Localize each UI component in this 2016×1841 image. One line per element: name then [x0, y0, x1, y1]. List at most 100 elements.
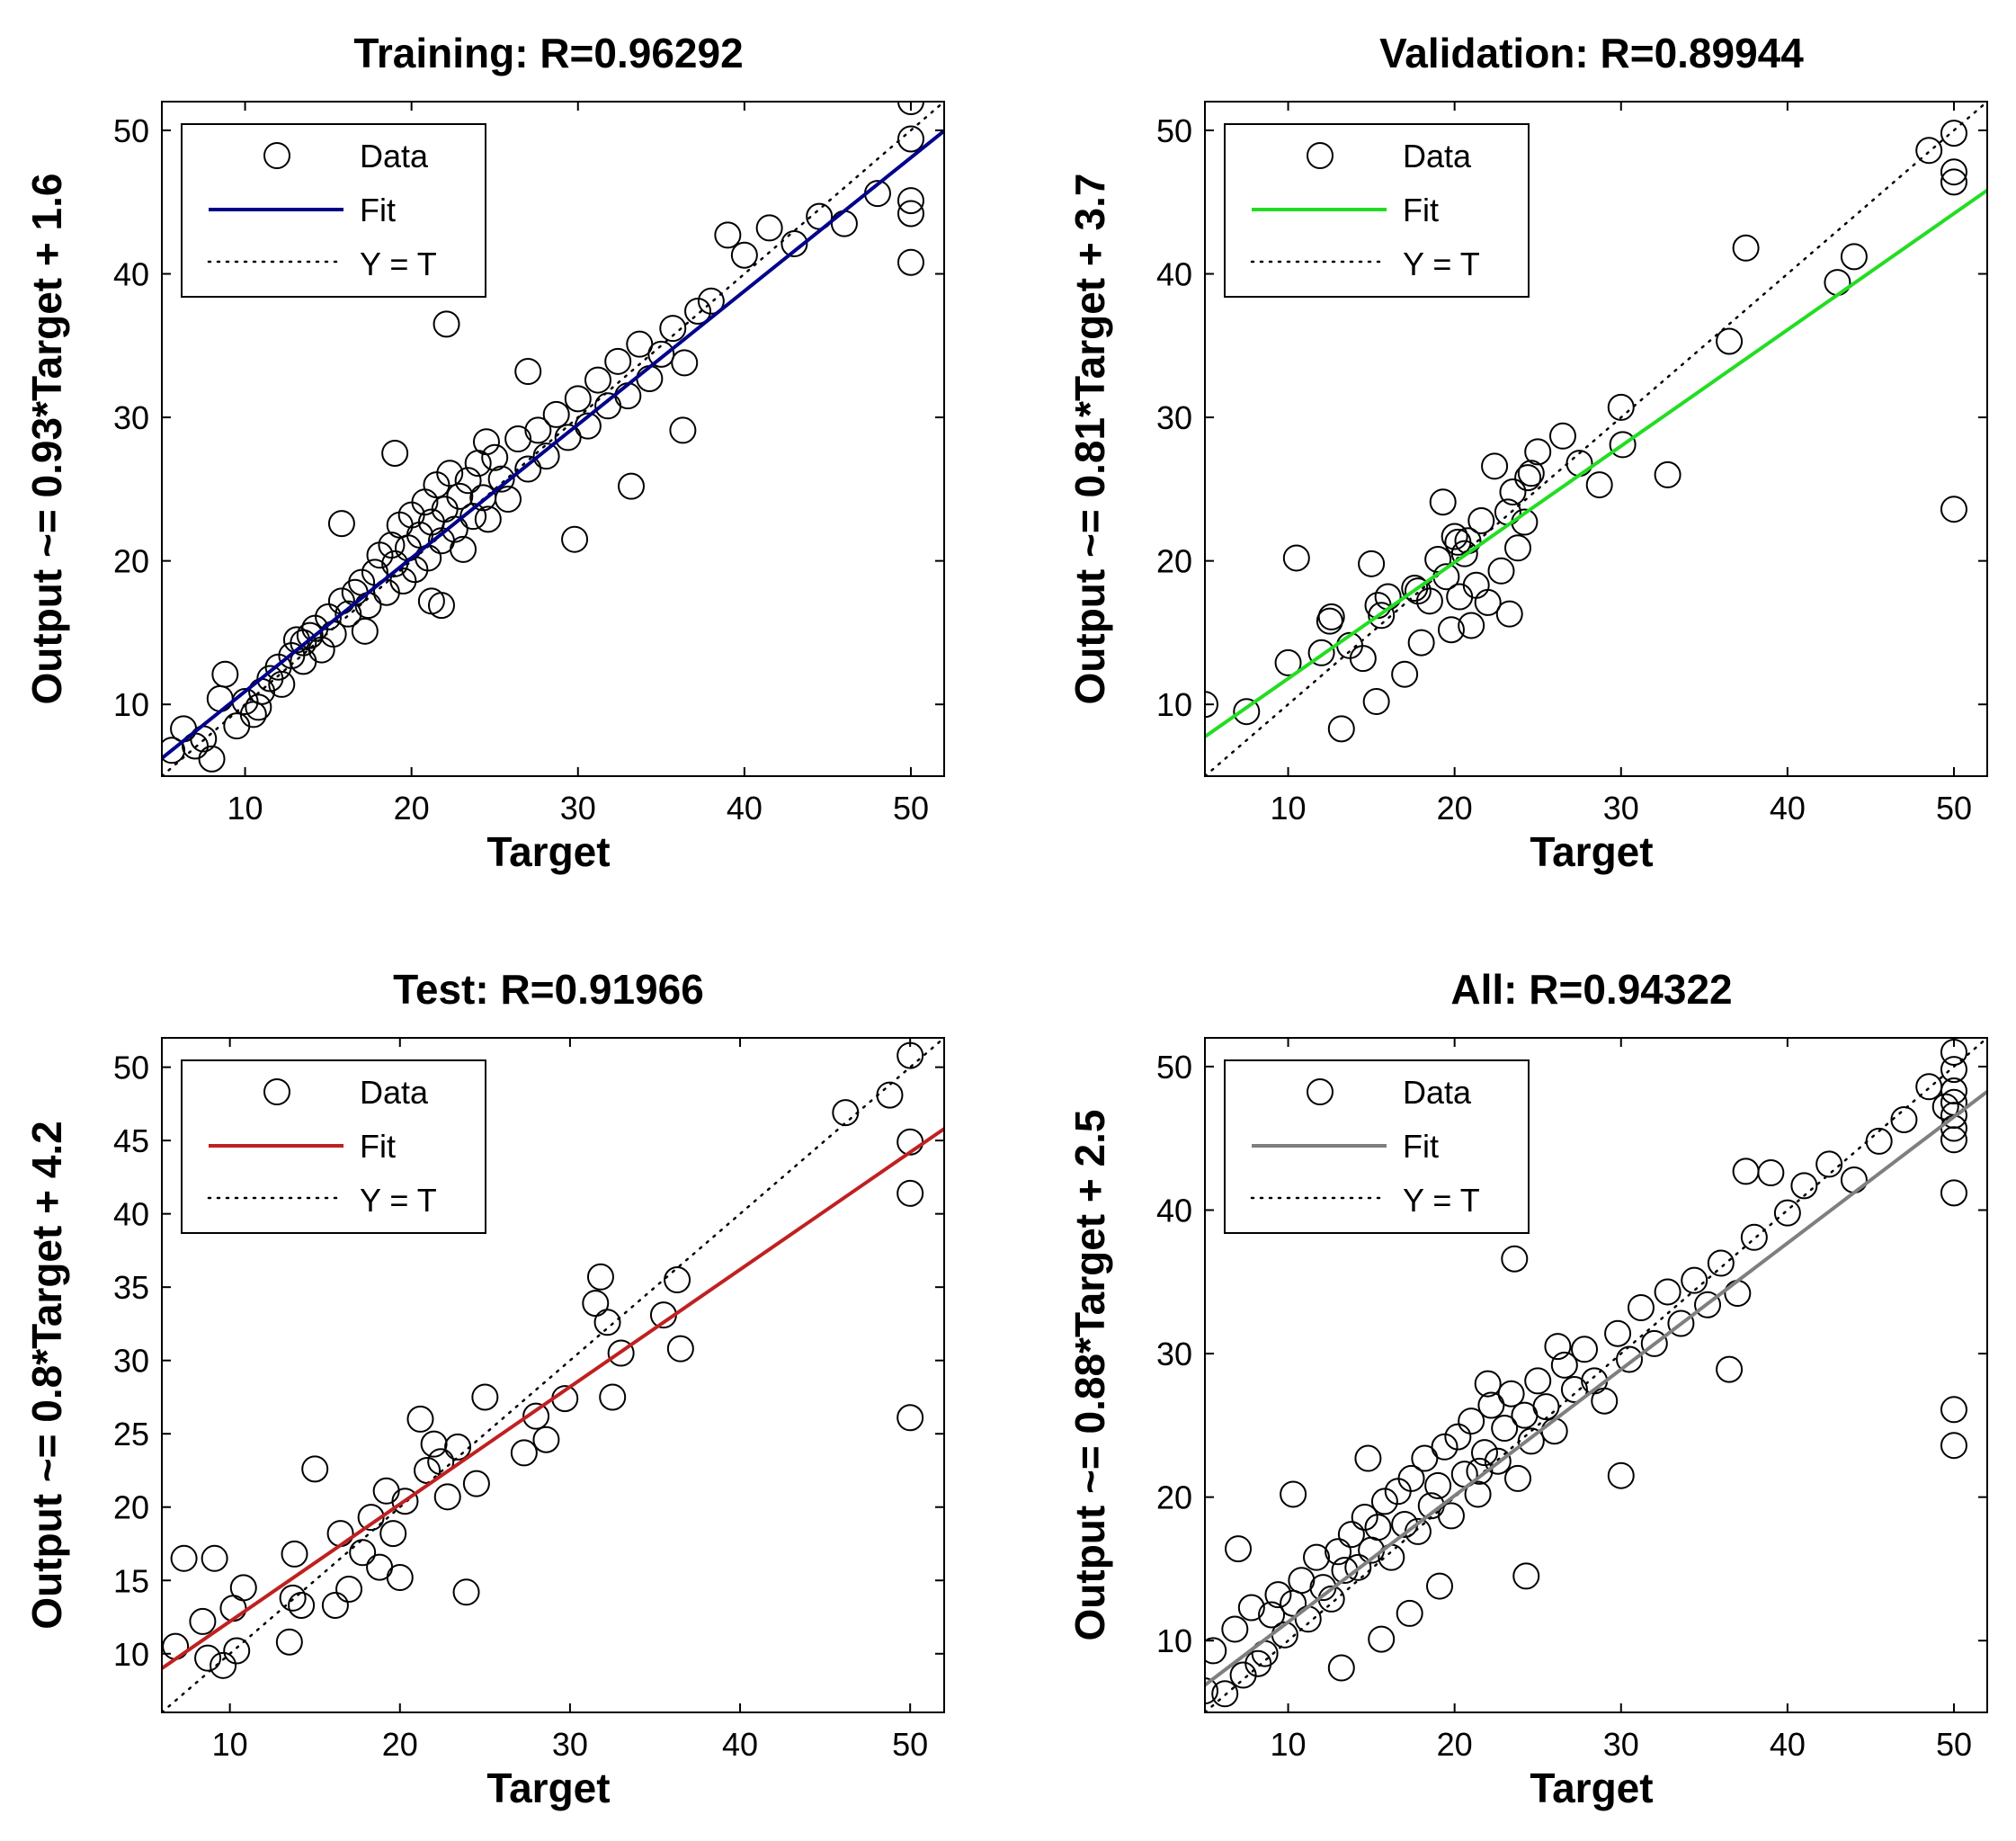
y-tick-label: 35	[113, 1269, 149, 1306]
data-point	[1477, 1391, 1505, 1419]
data-point	[1654, 1278, 1681, 1306]
data-point	[1732, 234, 1760, 262]
y-tick-label: 30	[113, 1343, 149, 1380]
data-point	[1327, 715, 1355, 743]
y-tick-label: 20	[1156, 543, 1192, 580]
data-point	[1244, 1649, 1272, 1677]
data-point	[522, 1402, 550, 1430]
data-point	[1940, 120, 1967, 147]
y-tick-label: 10	[1156, 686, 1192, 723]
data-point	[1444, 1423, 1472, 1451]
legend-fit-label: Fit	[1403, 192, 1439, 228]
y-tick-label: 50	[1156, 1049, 1192, 1086]
data-point	[1274, 648, 1302, 676]
y-tick-label: 20	[113, 1489, 149, 1526]
data-point	[1890, 1105, 1918, 1133]
data-point	[1396, 1599, 1423, 1627]
data-point	[1280, 1480, 1307, 1508]
data-point	[1474, 588, 1502, 616]
data-point	[1458, 612, 1485, 639]
legend-data-label: Data	[360, 1074, 429, 1111]
x-tick-label: 10	[1271, 1726, 1307, 1763]
data-point	[1740, 1223, 1768, 1251]
data-point	[697, 287, 725, 315]
x-tick-label: 20	[1437, 1726, 1473, 1763]
data-point	[666, 1335, 694, 1363]
fit-line	[162, 129, 944, 760]
data-point	[450, 535, 477, 563]
legend-data-label: Data	[1403, 1074, 1472, 1111]
legend-identity-label: Y = T	[1403, 246, 1480, 282]
data-point	[1221, 1615, 1249, 1643]
data-point	[281, 1540, 308, 1568]
y-tick-label: 40	[113, 1196, 149, 1233]
identity-line	[162, 1038, 944, 1712]
legend-data-marker	[1307, 142, 1334, 169]
x-tick-label: 50	[1936, 1726, 1972, 1763]
data-point	[1225, 1535, 1253, 1563]
data-point	[198, 745, 226, 773]
all-panel: All: R=0.94322 10 20 30 40 50 10 20 30 40 50 Targ…	[1066, 966, 1988, 1811]
data-point	[1288, 1567, 1316, 1595]
test-title: Test: R=0.91966	[393, 966, 704, 1013]
data-point	[481, 443, 509, 471]
data-point	[896, 102, 924, 115]
data-point	[607, 1339, 635, 1367]
data-point	[275, 1628, 303, 1656]
all-x-axis-label: Target	[1530, 1765, 1653, 1811]
data-point	[1512, 1562, 1540, 1590]
data-point	[1815, 1150, 1843, 1178]
data-point	[1205, 691, 1218, 719]
data-point	[462, 1470, 490, 1497]
y-tick-label: 50	[113, 1050, 149, 1086]
legend-data-marker	[263, 1078, 290, 1105]
data-point	[349, 1539, 377, 1567]
validation-x-axis-label: Target	[1530, 828, 1653, 875]
y-tick-label: 30	[1156, 1336, 1192, 1372]
data-point	[532, 1425, 560, 1453]
test-x-axis-label: Target	[486, 1765, 610, 1811]
data-point	[1458, 1408, 1485, 1435]
data-point	[1773, 1199, 1801, 1227]
data-point	[532, 442, 560, 470]
fit-line	[162, 1127, 944, 1670]
data-point	[781, 229, 808, 257]
data-point	[1391, 660, 1419, 688]
data-point	[433, 310, 460, 338]
data-point	[170, 1544, 198, 1572]
x-tick-label: 50	[892, 1726, 928, 1763]
data-point	[1431, 1433, 1458, 1461]
data-point	[1940, 1179, 1967, 1207]
data-point	[593, 1309, 621, 1336]
data-point	[1358, 550, 1386, 577]
data-point	[1351, 1503, 1378, 1531]
data-point	[1940, 158, 1967, 186]
data-point	[1470, 1439, 1498, 1467]
data-point	[1591, 1387, 1619, 1415]
data-point	[201, 1544, 228, 1572]
training-panel: Training: R=0.96292 10 20 30 40 50 10 20 30 40 50…	[23, 30, 945, 875]
data-point	[1667, 1309, 1695, 1337]
data-point	[896, 125, 924, 153]
data-point	[1368, 1625, 1396, 1653]
data-point	[542, 400, 570, 428]
data-point	[279, 1584, 307, 1612]
data-point	[1504, 1464, 1531, 1492]
data-point	[604, 347, 632, 375]
data-point	[669, 416, 697, 444]
data-point	[584, 366, 611, 394]
data-point	[1205, 1677, 1218, 1705]
legend-data-label: Data	[360, 138, 429, 174]
data-point	[1368, 602, 1396, 630]
data-point	[896, 248, 924, 276]
data-point	[487, 465, 515, 493]
data-point	[194, 1644, 222, 1672]
data-point	[524, 416, 552, 444]
plot-clipped-area	[162, 1038, 944, 1712]
data-point	[1233, 698, 1261, 726]
training-y-axis-label: Output ~= 0.93*Target + 1.6	[23, 174, 70, 705]
data-point	[495, 486, 522, 514]
data-point	[1237, 1594, 1265, 1622]
x-tick-label: 20	[382, 1726, 418, 1763]
